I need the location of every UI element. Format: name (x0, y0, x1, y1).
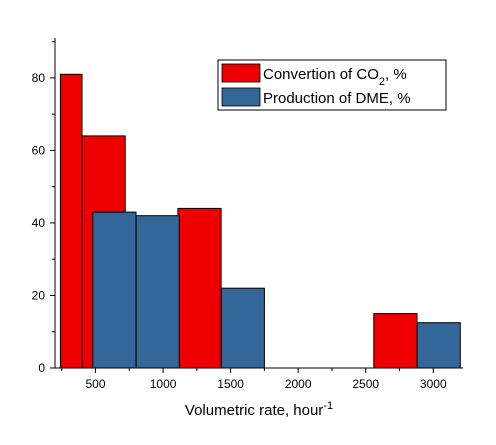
legend-label-production-dme: Production of DME, % (263, 90, 411, 107)
bar-series1-0 (92, 211, 137, 369)
x-tick-label-2000: 2000 (285, 377, 312, 391)
x-tick-label-1500: 1500 (217, 377, 244, 391)
x-axis-title-main: Volumetric rate, hour (185, 402, 323, 419)
y-tick-label-20: 20 (32, 288, 46, 302)
x-axis-title: Volumetric rate, hour-1 (185, 400, 333, 419)
bar-series1-3 (416, 322, 461, 369)
legend-swatch-production-dme (221, 87, 261, 107)
legend-swatch-conversion-co2 (221, 63, 261, 83)
bar-series0-2 (177, 207, 222, 369)
bar-series0-3 (373, 313, 418, 369)
bar-series1-1 (135, 215, 180, 369)
legend-label-conversion-co2-suffix: , % (385, 66, 407, 83)
x-tick-label-2500: 2500 (352, 377, 379, 391)
y-tick-label-60: 60 (32, 143, 46, 157)
bar-series0-0 (59, 73, 83, 369)
legend: Convertion of CO2, % Production of DME, … (217, 59, 447, 111)
bar-series1-2 (220, 287, 265, 369)
y-tick-label-40: 40 (32, 216, 46, 230)
x-axis-title-superscript: -1 (323, 400, 333, 412)
x-tick-label-1000: 1000 (150, 377, 177, 391)
legend-label-conversion-co2-subscript: 2 (379, 76, 385, 88)
bars-layer (59, 73, 461, 369)
axes-layer: 0 20 40 60 80 500 1000 1500 2000 2500 3000 (32, 38, 463, 391)
x-tick-label-500: 500 (86, 377, 106, 391)
legend-label-conversion-co2-main: Convertion of CO (263, 66, 379, 83)
legend-label-conversion-co2: Convertion of CO2, % (263, 66, 407, 88)
y-tick-label-80: 80 (32, 71, 46, 85)
y-tick-label-0: 0 (38, 361, 45, 375)
x-tick-label-3000: 3000 (420, 377, 447, 391)
